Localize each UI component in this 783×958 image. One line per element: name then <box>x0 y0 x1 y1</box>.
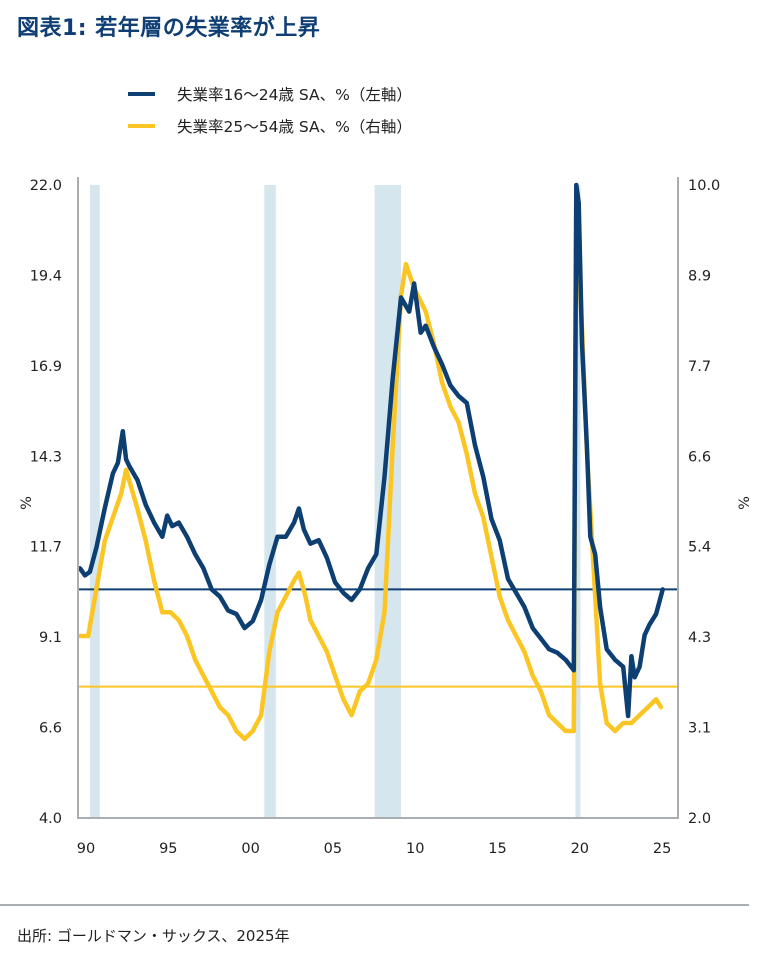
source-note: 出所: ゴールドマン・サックス、2025年 <box>17 927 290 945</box>
x-tick-label: 10 <box>406 841 424 857</box>
x-tick-label: 20 <box>571 841 589 857</box>
y-left-tick-label: 4.0 <box>39 811 62 827</box>
y-right-tick-label: 7.7 <box>688 359 711 375</box>
footer-divider <box>0 904 749 906</box>
recession-band <box>575 185 581 818</box>
legend-swatch-youth <box>128 92 155 96</box>
y-left-tick-label: 9.1 <box>39 630 62 646</box>
x-tick-label: 90 <box>77 841 95 857</box>
recession-band <box>89 185 100 818</box>
y-left-tick-label: 22.0 <box>30 178 62 194</box>
y-right-tick-label: 3.1 <box>688 721 711 737</box>
y-right-tick-label: 2.0 <box>688 811 711 827</box>
x-tick-label: 95 <box>159 841 177 857</box>
recession-band <box>264 185 276 818</box>
y-left-tick-label: 16.9 <box>30 359 62 375</box>
y-right-tick-label: 5.4 <box>688 540 711 556</box>
y-right-tick-label: 8.9 <box>688 268 711 284</box>
chart-canvas: 4.0 6.6 9.1 11.7 14.3 16.9 19.4 22.0 2.0 3.1 4.3 5… <box>19 177 753 857</box>
y-left-tick-label: 6.6 <box>39 721 62 737</box>
x-tick-label: 25 <box>653 841 671 857</box>
y-right-tick-label: 6.6 <box>688 449 711 465</box>
axes <box>77 177 679 819</box>
y-axis-left-label: % <box>19 496 35 510</box>
legend-swatch-prime <box>128 124 155 128</box>
y-axis-right-ticks: 2.0 3.1 4.3 5.4 6.6 7.7 8.9 10.0 <box>688 178 720 827</box>
x-tick-label: 05 <box>324 841 342 857</box>
legend: 失業率16～24歳 SA、%（左軸） 失業率25～54歳 SA、%（右軸） <box>128 78 412 142</box>
y-axis-left-ticks: 4.0 6.6 9.1 11.7 14.3 16.9 19.4 22.0 <box>30 178 62 827</box>
legend-item-prime: 失業率25～54歳 SA、%（右軸） <box>128 110 412 142</box>
legend-label-youth: 失業率16～24歳 SA、%（左軸） <box>177 86 412 104</box>
series-lines <box>77 182 665 742</box>
legend-item-youth: 失業率16～24歳 SA、%（左軸） <box>128 78 412 110</box>
y-right-tick-label: 4.3 <box>688 630 711 646</box>
y-axis-right-label: % <box>737 496 753 510</box>
recession-bands <box>89 185 581 818</box>
chart-title: 図表1: 若年層の失業率が上昇 <box>17 16 321 41</box>
y-left-tick-label: 11.7 <box>30 540 62 556</box>
y-left-tick-label: 19.4 <box>30 268 62 284</box>
y-left-tick-label: 14.3 <box>30 449 62 465</box>
x-tick-label: 15 <box>488 841 506 857</box>
legend-label-prime: 失業率25～54歳 SA、%（右軸） <box>177 118 412 136</box>
reference-lines <box>78 588 678 688</box>
x-axis-ticks: 90 95 00 05 10 15 20 25 <box>77 841 672 857</box>
x-tick-label: 00 <box>241 841 259 857</box>
series-line-youth <box>77 182 665 719</box>
y-right-tick-label: 10.0 <box>688 178 720 194</box>
